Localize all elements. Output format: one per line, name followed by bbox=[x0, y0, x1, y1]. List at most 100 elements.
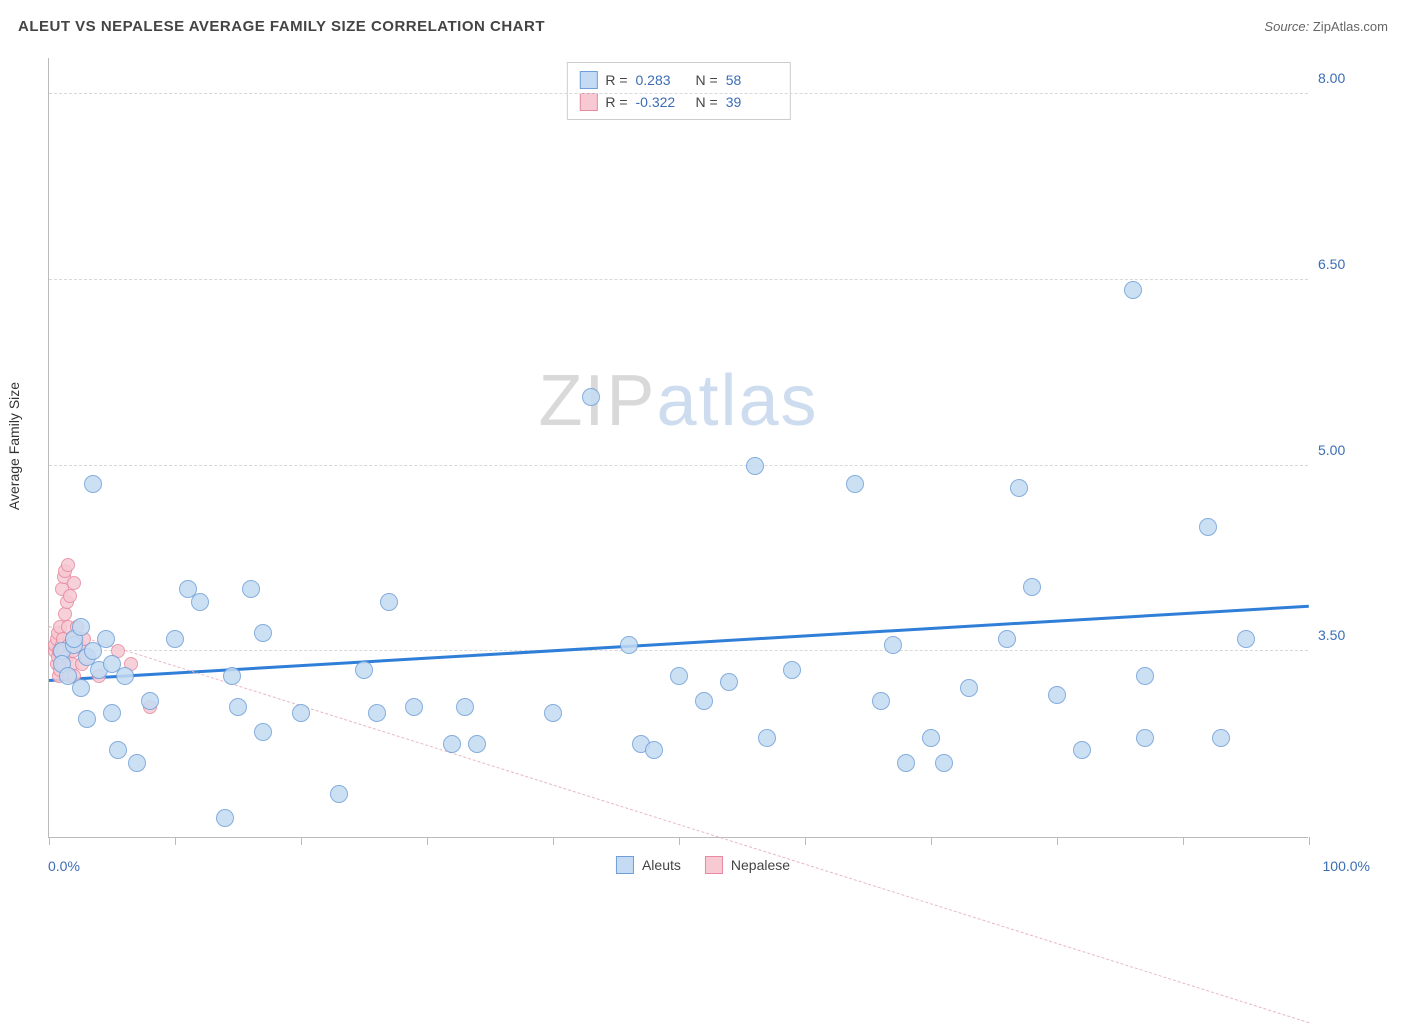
data-point bbox=[758, 729, 776, 747]
data-point bbox=[846, 475, 864, 493]
data-point bbox=[468, 735, 486, 753]
swatch-nepalese bbox=[579, 93, 597, 111]
data-point bbox=[292, 704, 310, 722]
gridline bbox=[49, 650, 1308, 651]
swatch-nepalese bbox=[705, 856, 723, 874]
data-point bbox=[141, 692, 159, 710]
legend-item-aleuts: Aleuts bbox=[616, 856, 681, 874]
data-point bbox=[582, 388, 600, 406]
correlation-stats-legend: R = 0.283 N = 58 R = -0.322 N = 39 bbox=[566, 62, 790, 120]
chart-header: ALEUT VS NEPALESE AVERAGE FAMILY SIZE CO… bbox=[18, 18, 1388, 35]
data-point bbox=[109, 741, 127, 759]
source-attribution: Source: ZipAtlas.com bbox=[1264, 19, 1388, 34]
x-tick bbox=[553, 837, 554, 845]
x-tick bbox=[1309, 837, 1310, 845]
data-point bbox=[67, 576, 81, 590]
data-point bbox=[922, 729, 940, 747]
data-point bbox=[1048, 686, 1066, 704]
data-point bbox=[456, 698, 474, 716]
data-point bbox=[84, 475, 102, 493]
series-legend: Aleuts Nepalese bbox=[616, 856, 790, 874]
data-point bbox=[254, 723, 272, 741]
legend-label-nepalese: Nepalese bbox=[731, 857, 790, 873]
gridline bbox=[49, 465, 1308, 466]
swatch-aleuts bbox=[616, 856, 634, 874]
n-value-nepalese: 39 bbox=[726, 91, 778, 113]
data-point bbox=[1136, 729, 1154, 747]
data-point bbox=[960, 679, 978, 697]
data-point bbox=[166, 630, 184, 648]
data-point bbox=[1073, 741, 1091, 759]
data-point bbox=[746, 457, 764, 475]
data-point bbox=[63, 589, 77, 603]
data-point bbox=[695, 692, 713, 710]
gridline bbox=[49, 279, 1308, 280]
data-point bbox=[72, 679, 90, 697]
data-point bbox=[330, 785, 348, 803]
data-point bbox=[1199, 518, 1217, 536]
data-point bbox=[872, 692, 890, 710]
x-tick bbox=[805, 837, 806, 845]
data-point bbox=[645, 741, 663, 759]
x-axis-label-min: 0.0% bbox=[48, 858, 80, 874]
r-value-nepalese: -0.322 bbox=[636, 91, 688, 113]
stats-row-nepalese: R = -0.322 N = 39 bbox=[579, 91, 777, 113]
data-point bbox=[216, 809, 234, 827]
data-point bbox=[97, 630, 115, 648]
data-point bbox=[783, 661, 801, 679]
swatch-aleuts bbox=[579, 71, 597, 89]
y-tick-label: 3.50 bbox=[1318, 627, 1368, 643]
y-tick-label: 5.00 bbox=[1318, 442, 1368, 458]
data-point bbox=[405, 698, 423, 716]
r-value-aleuts: 0.283 bbox=[636, 69, 688, 91]
x-tick bbox=[49, 837, 50, 845]
source-label: Source: bbox=[1264, 19, 1309, 34]
gridline bbox=[49, 93, 1308, 94]
data-point bbox=[1023, 578, 1041, 596]
data-point bbox=[72, 618, 90, 636]
trend-line bbox=[49, 626, 1309, 1023]
chart-title: ALEUT VS NEPALESE AVERAGE FAMILY SIZE CO… bbox=[18, 18, 545, 35]
y-tick-label: 6.50 bbox=[1318, 256, 1368, 272]
r-label: R = bbox=[605, 91, 627, 113]
data-point bbox=[103, 704, 121, 722]
data-point bbox=[368, 704, 386, 722]
data-point bbox=[223, 667, 241, 685]
data-point bbox=[1124, 281, 1142, 299]
x-tick bbox=[931, 837, 932, 845]
x-tick bbox=[301, 837, 302, 845]
data-point bbox=[229, 698, 247, 716]
legend-label-aleuts: Aleuts bbox=[642, 857, 681, 873]
data-point bbox=[1136, 667, 1154, 685]
y-tick-label: 8.00 bbox=[1318, 70, 1368, 86]
data-point bbox=[380, 593, 398, 611]
x-tick bbox=[1057, 837, 1058, 845]
data-point bbox=[670, 667, 688, 685]
x-axis-label-max: 100.0% bbox=[1323, 858, 1370, 874]
scatter-plot-area: ZIPatlas R = 0.283 N = 58 R = -0.322 N =… bbox=[48, 58, 1308, 838]
data-point bbox=[544, 704, 562, 722]
data-point bbox=[720, 673, 738, 691]
x-tick bbox=[1183, 837, 1184, 845]
n-value-aleuts: 58 bbox=[726, 69, 778, 91]
data-point bbox=[998, 630, 1016, 648]
data-point bbox=[884, 636, 902, 654]
data-point bbox=[242, 580, 260, 598]
x-tick bbox=[427, 837, 428, 845]
stats-row-aleuts: R = 0.283 N = 58 bbox=[579, 69, 777, 91]
data-point bbox=[254, 624, 272, 642]
n-label: N = bbox=[696, 69, 718, 91]
source-name: ZipAtlas.com bbox=[1313, 19, 1388, 34]
x-tick bbox=[175, 837, 176, 845]
data-point bbox=[620, 636, 638, 654]
data-point bbox=[443, 735, 461, 753]
n-label: N = bbox=[696, 91, 718, 113]
data-point bbox=[191, 593, 209, 611]
y-axis-title: Average Family Size bbox=[6, 382, 22, 510]
data-point bbox=[355, 661, 373, 679]
legend-item-nepalese: Nepalese bbox=[705, 856, 790, 874]
r-label: R = bbox=[605, 69, 627, 91]
watermark-logo: ZIPatlas bbox=[538, 360, 818, 442]
data-point bbox=[1237, 630, 1255, 648]
data-point bbox=[61, 558, 75, 572]
